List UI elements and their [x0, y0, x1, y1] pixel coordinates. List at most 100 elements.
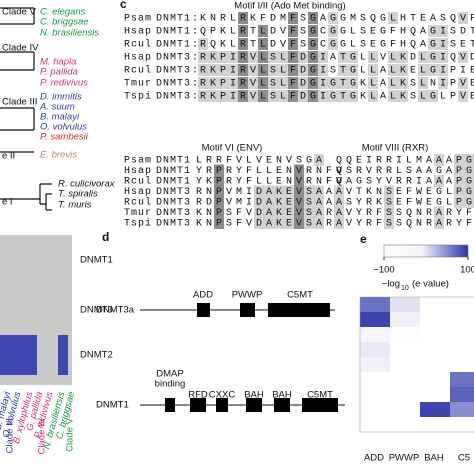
residue-shade [454, 185, 464, 198]
residue-shade [434, 175, 444, 187]
residue-shade [294, 196, 304, 208]
residue-shade [314, 196, 324, 208]
protein-name: DNMT1 [96, 400, 129, 411]
residue-shade [218, 90, 228, 102]
residue-shade [238, 90, 248, 102]
residue-shade [198, 38, 208, 50]
residue-shade [268, 64, 278, 76]
gene-name: DNMT3 [156, 208, 191, 219]
residue-shade [454, 196, 464, 208]
residue-shade [248, 51, 258, 63]
domain [246, 398, 262, 412]
residue-shade [398, 64, 408, 76]
residue-shade [228, 51, 238, 63]
residue-shade [368, 51, 378, 63]
residue-shade [458, 51, 468, 63]
species-name: N. brasiliensis [40, 28, 99, 39]
heatmap-cell [360, 312, 390, 327]
residue-shade [294, 206, 304, 219]
separator: : [192, 40, 202, 51]
residue-shade [208, 77, 218, 89]
gene-name: DNMT1 [156, 166, 191, 177]
colorbar [383, 244, 469, 258]
residue-shade [228, 64, 238, 76]
residue-shade [338, 90, 348, 102]
heatmap-cell [360, 357, 390, 372]
heatmap-cell [360, 342, 390, 357]
residue-shade [238, 12, 248, 24]
separator: : [192, 14, 202, 25]
residue-shade [208, 90, 218, 102]
heatmap-cell [390, 312, 420, 327]
residue-shade [328, 25, 338, 37]
domain-label: CXXC [209, 390, 236, 401]
residue-shade [298, 90, 308, 102]
residue-shade [338, 51, 348, 63]
residue-shade [258, 90, 268, 102]
heatmap-cell [390, 402, 420, 417]
residue-shade [388, 51, 398, 63]
panel-label: d [102, 230, 109, 244]
domain-label: PWWP [232, 290, 263, 301]
residue-shade [288, 64, 298, 76]
residue-shade [238, 51, 248, 63]
residue-shade [464, 164, 474, 177]
residue-shade [334, 206, 344, 219]
heatmap-cell [450, 372, 474, 387]
colorbar-tick-label: −100 [373, 265, 394, 276]
residue-shade [238, 38, 248, 50]
sequence: AVTKNSEFWEGLPG [336, 187, 474, 198]
domain [274, 398, 290, 412]
residue-shade [288, 90, 298, 102]
heatmap-column-label: PWWP [389, 453, 420, 464]
residue-shade [208, 51, 218, 63]
residue-shade [294, 185, 304, 198]
sequence: KNPSFVDAKEVSAR [196, 219, 336, 230]
residue-shade [214, 164, 224, 177]
species-code: Psam [124, 156, 152, 167]
gene-row-label: DNMT3 [80, 305, 113, 316]
gene-name: DNMT3 [156, 53, 191, 64]
clade-label: e I [2, 197, 13, 208]
residue-shade [328, 77, 338, 89]
sequence: QQEIRRILMAAAPG [336, 156, 474, 167]
species-code: Tmur [124, 79, 152, 90]
residue-shade [434, 206, 444, 219]
presence-heatmap [0, 235, 72, 385]
gene-name: DNMT1 [156, 40, 191, 51]
gene-name: DNMT3 [156, 198, 191, 209]
sequence: AVYRFSSQNRARYF [336, 208, 474, 219]
residue-shade [308, 51, 318, 63]
species-name: D. immitis [40, 92, 82, 103]
residue-shade [268, 90, 278, 102]
sequence: YKPRYFLLENVRNFV [196, 177, 346, 188]
residue-shade [264, 217, 274, 229]
heatmap-cell [360, 387, 390, 402]
residue-shade [418, 90, 428, 102]
heatmap-cell [450, 357, 474, 372]
residue-shade [278, 90, 288, 102]
residue-shade [294, 164, 304, 177]
sequence: AVYRFSSQNRARYF [336, 219, 474, 230]
residue-shade [238, 64, 248, 76]
domain-label: binding [155, 379, 186, 390]
residue-shade [278, 77, 288, 89]
residue-shade [274, 217, 284, 229]
species-name: C. elegans [40, 7, 86, 18]
residue-shade [254, 206, 264, 219]
residue-shade [268, 51, 278, 63]
species-name: R. culicivorax [58, 179, 116, 190]
residue-shade [454, 154, 464, 166]
residue-shade [388, 90, 398, 102]
heatmap-cell [360, 327, 390, 342]
heatmap-cell [390, 372, 420, 387]
panel-label: c [120, 0, 127, 11]
species-code: Tspi [124, 218, 152, 230]
residue-shade [258, 38, 268, 50]
heatmap-cell [420, 357, 450, 372]
residue-shade [318, 77, 328, 89]
residue-shade [454, 175, 464, 187]
residue-shade [298, 77, 308, 89]
residue-shade [304, 206, 314, 219]
residue-shade [428, 51, 438, 63]
